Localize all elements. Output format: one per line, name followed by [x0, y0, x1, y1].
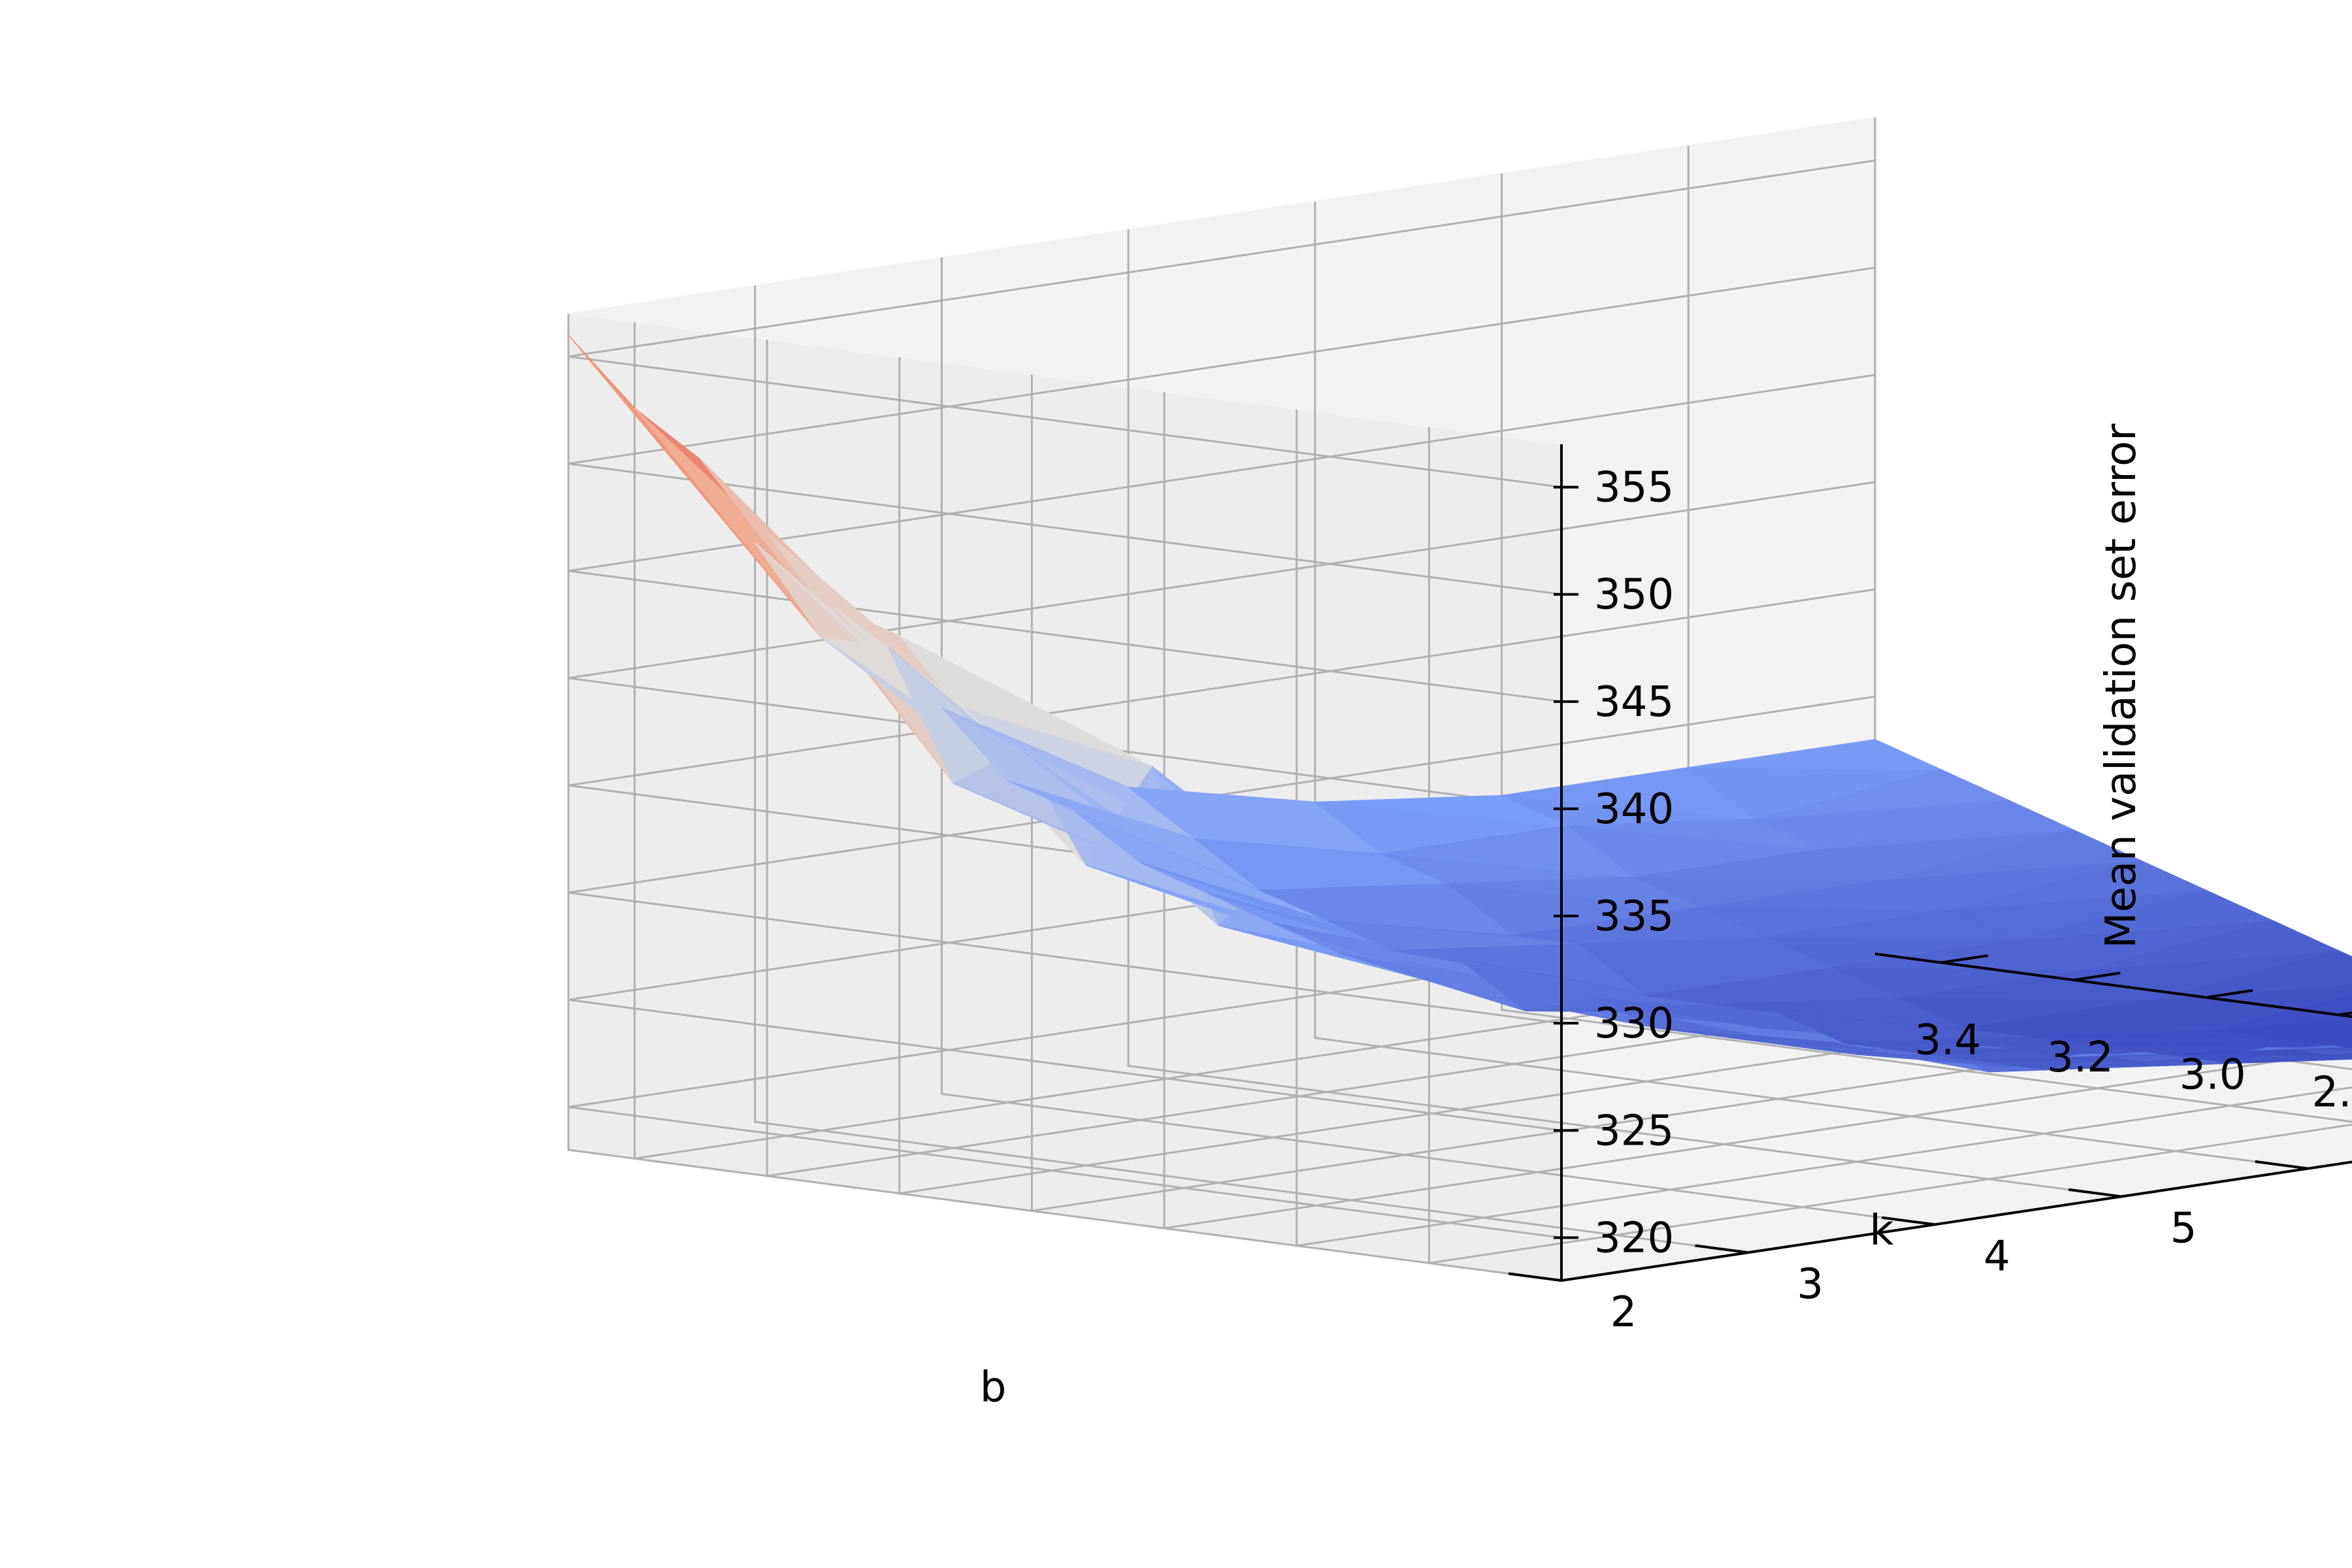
y-axis-title: k	[1869, 1207, 1893, 1255]
gridline-z	[568, 695, 1876, 1024]
surface-facet	[1754, 769, 2008, 820]
gridline-k	[940, 257, 1935, 1226]
z-tick-label: 335	[1594, 892, 1674, 941]
k-tick	[1695, 1244, 1748, 1254]
b-tick-label: 3.2	[2047, 1034, 2114, 1082]
b-tick	[2073, 972, 2121, 981]
gridline-k	[754, 286, 1748, 1254]
gridline-z	[568, 159, 1876, 489]
surface-facet	[2283, 1033, 2352, 1049]
surface-facet	[1820, 799, 2074, 850]
z-tick-label: 355	[1594, 464, 1674, 512]
surface-facet	[1688, 739, 1942, 770]
z-tick-label: 325	[1594, 1107, 1674, 1155]
b-tick	[2206, 988, 2253, 999]
x-axis-title: b	[980, 1364, 1007, 1412]
k-axis-line	[1561, 1160, 2352, 1282]
gridline-k	[1127, 229, 2122, 1198]
surface-facet	[1953, 859, 2207, 910]
gridline-k	[567, 314, 1562, 1282]
tick-marks	[1508, 485, 2352, 1282]
b-tick-label: 2.8	[2311, 1068, 2352, 1117]
surface-facet	[2217, 994, 2352, 1031]
k-tick	[2068, 1188, 2122, 1198]
surface-facet	[1886, 829, 2140, 880]
k-tick	[1508, 1272, 1562, 1282]
surface-facet	[2296, 1047, 2352, 1051]
b-tick	[1941, 954, 1989, 964]
surface-facet	[2283, 1028, 2352, 1039]
surface-facet	[2350, 1047, 2352, 1049]
surface-facet	[2019, 889, 2273, 940]
b-tick-label: 3.4	[1914, 1016, 1981, 1064]
k-tick-label: 5	[2170, 1204, 2197, 1252]
tick-labels: 3.43.23.02.82.62.42.22.02345678932032533…	[1594, 464, 2352, 1337]
surface-facet	[2229, 1053, 2352, 1064]
z-axis-title: Mean validation set error	[2097, 423, 2146, 949]
gridline-k	[1314, 201, 2309, 1170]
z-tick-label: 330	[1594, 1000, 1674, 1048]
z-tick-label: 345	[1594, 678, 1674, 727]
k-tick-label: 3	[1797, 1260, 1823, 1309]
axis-panes	[568, 116, 2352, 1282]
k-tick-label: 2	[1610, 1288, 1637, 1337]
b-tick-label: 3.0	[2180, 1051, 2246, 1100]
gridline-z	[568, 374, 1876, 703]
surface-facet	[2151, 950, 2352, 1001]
b-tick	[2338, 1011, 2352, 1017]
surface-facet	[2296, 1049, 2352, 1058]
gridline-z	[568, 481, 1876, 810]
z-tick-label: 350	[1594, 571, 1674, 619]
z-tick-label: 340	[1594, 785, 1674, 834]
surface-facet	[2085, 920, 2339, 971]
z-tick-label: 320	[1594, 1214, 1674, 1262]
gridline-k	[1501, 173, 2352, 1123]
k-tick	[1882, 1216, 1935, 1226]
gridline-z	[568, 267, 1876, 596]
surface-mesh	[568, 335, 2352, 1073]
b-axis-line	[1874, 953, 2352, 1019]
k-tick-label: 4	[1984, 1232, 2010, 1281]
k-tick	[2255, 1160, 2309, 1170]
axis-lines	[1560, 444, 2352, 1282]
